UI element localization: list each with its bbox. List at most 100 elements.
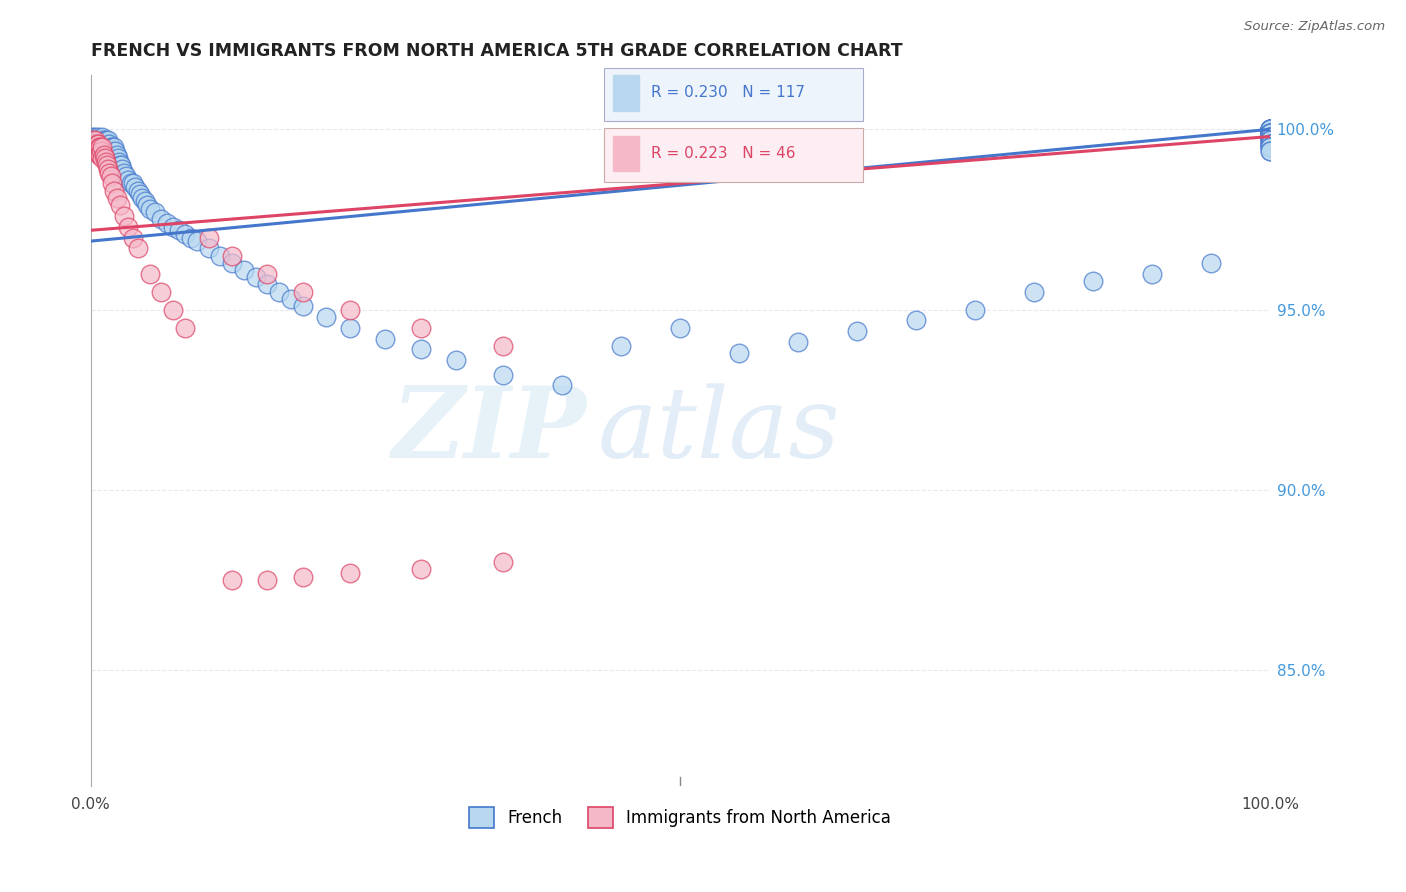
Point [120, 177, 142, 191]
Point [100, 154, 122, 169]
Point [1140, 267, 1163, 281]
Point [1258, 126, 1281, 140]
Point [1258, 122, 1281, 136]
Point [150, 285, 173, 299]
Point [221, 573, 243, 587]
Point [150, 212, 173, 227]
Point [551, 378, 574, 392]
Point [89, 133, 111, 147]
Point [94, 151, 117, 165]
Point [86, 136, 108, 151]
Point [444, 353, 467, 368]
Point [93, 144, 115, 158]
Point [82, 129, 104, 144]
Point [669, 320, 692, 334]
Point [280, 292, 302, 306]
Point [256, 267, 278, 281]
Point [1258, 133, 1281, 147]
Point [1258, 144, 1281, 158]
Point [174, 227, 197, 241]
Point [180, 230, 202, 244]
Text: R = 0.230   N = 117: R = 0.230 N = 117 [651, 86, 804, 101]
Point [117, 173, 139, 187]
Point [138, 202, 160, 216]
Point [108, 198, 131, 212]
Point [156, 216, 179, 230]
Point [89, 140, 111, 154]
Point [963, 302, 986, 317]
Point [110, 158, 132, 172]
Point [315, 310, 337, 324]
Point [197, 241, 219, 255]
Point [82, 133, 104, 147]
Text: ZIP: ZIP [391, 383, 586, 479]
Point [186, 234, 208, 248]
Point [86, 136, 108, 151]
Point [105, 191, 128, 205]
Point [256, 277, 278, 292]
Point [846, 324, 869, 338]
Point [374, 332, 396, 346]
Point [138, 267, 160, 281]
Point [94, 147, 117, 161]
Point [90, 144, 112, 158]
Point [98, 136, 121, 151]
Point [197, 230, 219, 244]
Point [1081, 274, 1104, 288]
Point [1022, 285, 1045, 299]
Point [89, 147, 111, 161]
Point [905, 313, 928, 327]
Point [209, 248, 232, 262]
Point [124, 180, 146, 194]
Point [98, 151, 121, 165]
Point [104, 144, 127, 158]
Point [91, 147, 114, 161]
Point [1258, 140, 1281, 154]
Point [1258, 126, 1281, 140]
Point [115, 169, 138, 184]
Point [86, 136, 108, 151]
Point [108, 158, 131, 172]
Point [162, 302, 184, 317]
Point [96, 136, 118, 151]
Point [108, 154, 131, 169]
Point [117, 219, 139, 234]
Point [162, 219, 184, 234]
Point [96, 147, 118, 161]
Point [97, 161, 120, 176]
Point [1199, 256, 1222, 270]
Point [97, 144, 120, 158]
Point [245, 270, 267, 285]
Point [94, 154, 117, 169]
Point [91, 129, 114, 144]
Bar [613, 75, 638, 111]
Point [87, 147, 110, 161]
Bar [613, 136, 638, 171]
Point [100, 169, 122, 184]
Point [112, 209, 135, 223]
Point [1258, 140, 1281, 154]
Point [221, 248, 243, 262]
Point [127, 184, 149, 198]
Point [174, 320, 197, 334]
Point [86, 136, 108, 151]
Point [492, 368, 515, 382]
Point [1258, 126, 1281, 140]
Point [1258, 122, 1281, 136]
Point [1258, 122, 1281, 136]
Point [122, 230, 145, 244]
Point [1258, 126, 1281, 140]
Point [93, 133, 115, 147]
Point [105, 147, 128, 161]
Point [101, 177, 124, 191]
Point [97, 133, 120, 147]
Point [256, 573, 278, 587]
FancyBboxPatch shape [603, 68, 863, 121]
Point [100, 140, 122, 154]
Point [1258, 133, 1281, 147]
Point [103, 184, 125, 198]
Point [728, 346, 751, 360]
Point [1258, 136, 1281, 151]
Point [1258, 129, 1281, 144]
Point [94, 133, 117, 147]
